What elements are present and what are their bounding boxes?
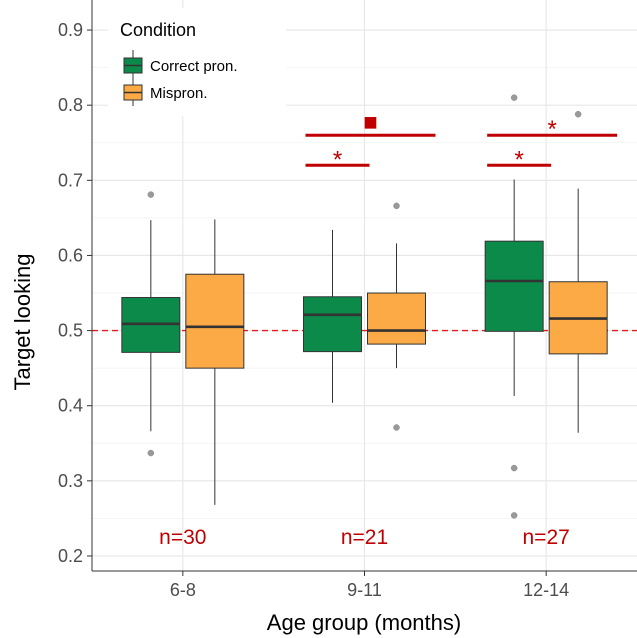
axis-layer: 0.2 0.3 0.4 0.5 0.6 0.7 0.8 0.9 6-8 9-11 12-14	[58, 0, 637, 600]
box	[367, 292, 426, 345]
x-axis-title: Age group (months)	[267, 610, 461, 635]
legend-label-mispron: Mispron.	[150, 85, 208, 102]
n-label: n=27	[523, 526, 570, 549]
n-label: n=21	[341, 526, 388, 549]
y-tick-label: 0.6	[58, 245, 83, 265]
outlier-point	[574, 110, 582, 118]
y-tick-label: 0.4	[58, 396, 83, 416]
outlier-point	[393, 424, 400, 431]
y-axis-title: Target looking	[10, 254, 35, 391]
n-label: n=30	[159, 526, 206, 549]
outlier-point	[510, 464, 518, 472]
y-tick-label: 0.3	[58, 471, 83, 491]
legend: Condition Correct pron. Mispron.	[108, 8, 286, 116]
x-tick-label: 12-14	[523, 580, 569, 600]
significance-marker: ■	[363, 109, 378, 136]
significance-star: *	[514, 146, 523, 173]
box-layer	[121, 94, 608, 519]
outlier-point	[510, 512, 518, 519]
legend-key-correct	[123, 50, 143, 81]
box	[185, 273, 245, 369]
box	[484, 240, 544, 332]
outlier-point	[147, 191, 155, 198]
outlier-point	[510, 94, 518, 101]
y-tick-label: 0.9	[58, 20, 83, 40]
significance-star: *	[333, 146, 342, 173]
x-tick-label: 9-11	[347, 580, 382, 600]
legend-title: Condition	[120, 20, 196, 40]
significance-star: *	[547, 116, 556, 143]
y-tick-label: 0.8	[58, 95, 83, 115]
legend-key-mispron	[123, 80, 143, 106]
legend-label-correct: Correct pron.	[150, 58, 238, 75]
x-tick-label: 6-8	[170, 580, 196, 600]
y-tick-label: 0.7	[58, 170, 83, 190]
box	[303, 296, 362, 353]
outlier-point	[147, 449, 155, 457]
outlier-point	[393, 202, 400, 210]
y-tick-label: 0.5	[58, 321, 83, 341]
y-tick-label: 0.2	[58, 546, 83, 566]
annotation-layer: n=30 n=21 n=27 * ■ * *	[159, 109, 618, 549]
